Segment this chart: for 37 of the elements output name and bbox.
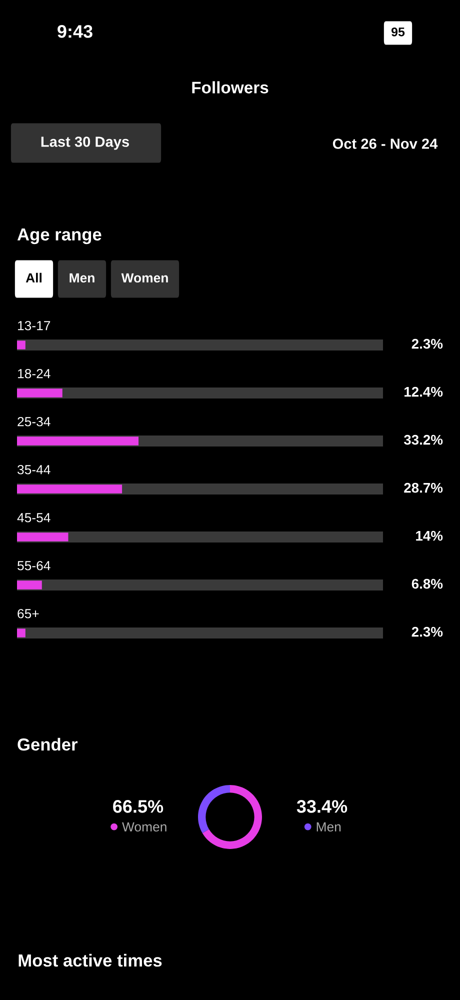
data-label: 6.8% <box>412 578 443 589</box>
category-label: 65+ <box>18 608 39 618</box>
bar <box>17 388 62 398</box>
text: Oct 26 - Nov 24 <box>332 138 438 149</box>
text: Followers <box>192 81 268 94</box>
text: 9:43 <box>58 25 92 38</box>
category-label: 13-17 <box>18 320 50 330</box>
category-label: 35-44 <box>18 464 50 474</box>
data-label: 12.4% <box>404 386 443 397</box>
data-label: 2.3% <box>412 338 443 349</box>
legend-label: Men <box>316 822 341 832</box>
bar <box>17 580 42 590</box>
text: Last 30 Days <box>41 136 129 150</box>
data-label: 28.7% <box>404 482 443 493</box>
category-label: 18-24 <box>18 368 50 378</box>
bar <box>17 628 26 638</box>
text: Women <box>121 273 168 283</box>
category-label: 55-64 <box>18 560 50 570</box>
donut-slice <box>198 785 230 834</box>
bar <box>17 532 68 542</box>
donut-slice <box>202 785 262 849</box>
data-label: 2.3% <box>412 626 443 637</box>
category-label: 45-54 <box>17 513 50 522</box>
data-label: 66.5% <box>113 800 164 813</box>
bar <box>17 484 122 494</box>
data-label: 14% <box>416 530 443 541</box>
text: 95 <box>391 28 405 36</box>
text: Most active times <box>18 954 162 967</box>
text: All <box>26 272 42 282</box>
legend-label: Women <box>122 822 166 832</box>
data-label: 33.4% <box>296 800 348 813</box>
category-label: 25-34 <box>18 416 50 426</box>
chart-title: Gender <box>18 738 78 751</box>
data-label: 33.2% <box>404 434 443 445</box>
bar <box>17 340 26 350</box>
text: Men <box>70 273 94 283</box>
chart-title: Age range <box>17 228 102 244</box>
